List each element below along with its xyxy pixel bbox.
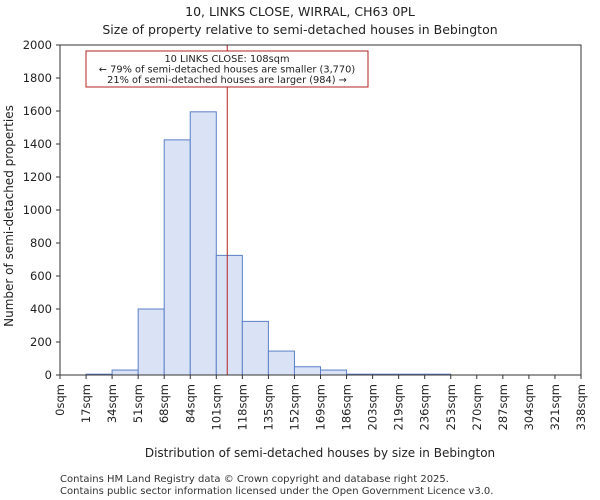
y-tick-label: 400 [30, 302, 52, 316]
y-tick-label: 800 [30, 236, 52, 250]
y-axis-label: Number of semi-detached properties [2, 105, 16, 327]
bar-135sqm [267, 350, 295, 376]
x-tick-label: 17sqm [79, 384, 93, 423]
y-tick-label: 0 [45, 368, 52, 382]
x-tick-label: 84sqm [183, 384, 197, 423]
x-tick-label: 101sqm [209, 384, 223, 430]
y-tick-label: 1000 [23, 203, 52, 217]
x-tick-label: 135sqm [261, 384, 275, 430]
footer-line-1: Contains HM Land Registry data © Crown c… [60, 474, 449, 485]
y-tick-label: 2000 [23, 38, 52, 52]
x-tick-label: 203sqm [366, 384, 380, 430]
bar-118sqm [241, 320, 269, 376]
x-tick-label: 270sqm [470, 384, 484, 430]
x-tick-label: 0sqm [53, 384, 67, 416]
bar-152sqm [293, 366, 322, 376]
x-tick-label: 152sqm [287, 384, 301, 430]
y-tick-label: 1800 [23, 71, 52, 85]
y-tick-label: 200 [30, 335, 52, 349]
y-tick-label: 1200 [23, 170, 52, 184]
x-tick-label: 321sqm [548, 384, 562, 430]
x-tick-label: 51sqm [131, 384, 145, 423]
bar-101sqm [215, 254, 243, 376]
chart-subtitle: Size of property relative to semi-detach… [102, 22, 497, 37]
y-tick-label: 1400 [23, 137, 52, 151]
annotation-line-1: 10 LINKS CLOSE: 108sqm [164, 54, 289, 65]
bars-group [85, 111, 452, 376]
annotation-box: 10 LINKS CLOSE: 108sqm ← 79% of semi-det… [85, 50, 369, 88]
x-tick-label: 118sqm [235, 384, 249, 430]
x-tick-label: 68sqm [157, 384, 171, 423]
chart-title: 10, LINKS CLOSE, WIRRAL, CH63 0PL [185, 4, 415, 19]
bar-34sqm [111, 369, 139, 376]
x-tick-label: 287sqm [496, 384, 510, 430]
y-tick-label: 1600 [23, 104, 52, 118]
x-tick-label: 338sqm [574, 384, 588, 430]
y-tick-label: 600 [30, 269, 52, 283]
y-axis: 0 200 400 600 800 1000 1200 1400 1600 1800 2000 [23, 38, 60, 382]
x-axis: 0sqm 17sqm 34sqm 51sqm 68sqm 84sqm 101sqm 118sq… [53, 375, 588, 430]
x-tick-label: 236sqm [418, 384, 432, 430]
x-tick-label: 186sqm [340, 384, 354, 430]
x-tick-label: 219sqm [392, 384, 406, 430]
annotation-line-2: ← 79% of semi-detached houses are smalle… [99, 65, 355, 76]
x-tick-label: 304sqm [522, 384, 536, 430]
annotation-line-3: 21% of semi-detached houses are larger (… [107, 75, 347, 86]
bar-169sqm [320, 369, 348, 376]
x-tick-label: 169sqm [314, 384, 328, 430]
annotation-frame [85, 50, 369, 88]
bar-51sqm [137, 308, 165, 376]
x-axis-label: Distribution of semi-detached houses by … [145, 446, 495, 460]
bar-84sqm [189, 111, 217, 376]
footer-line-2: Contains public sector information licen… [60, 486, 493, 497]
x-tick-label: 34sqm [105, 384, 119, 423]
x-tick-label: 253sqm [444, 384, 458, 430]
bar-68sqm [163, 139, 191, 376]
